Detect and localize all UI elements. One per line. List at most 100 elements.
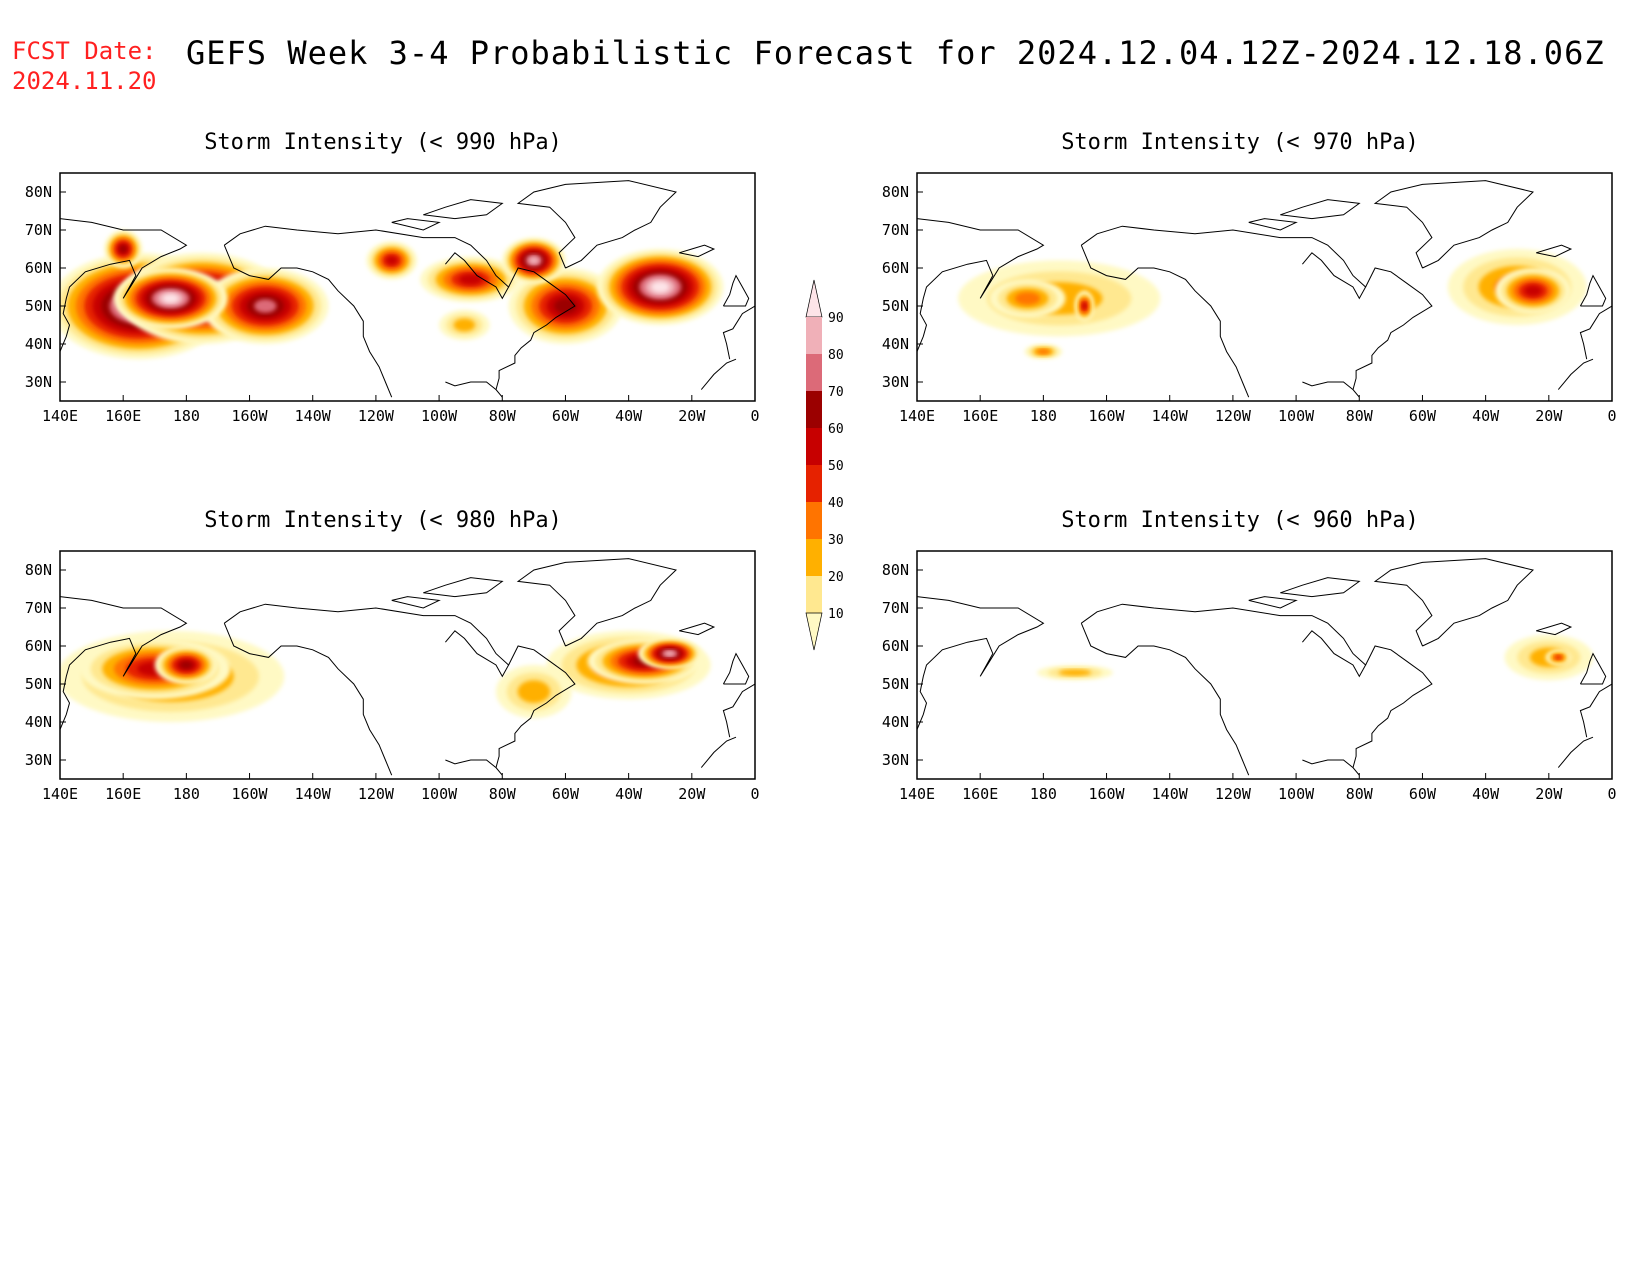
lon-tick-label: 40W: [615, 407, 643, 425]
lon-tick-label: 20W: [1535, 785, 1563, 803]
lat-tick-label: 40N: [882, 713, 909, 731]
lon-tick-label: 100W: [1278, 785, 1315, 803]
coastline: [722, 683, 755, 738]
lon-tick-label: 20W: [678, 785, 706, 803]
probability-area: [517, 680, 551, 703]
lon-tick-label: 60W: [1409, 407, 1437, 425]
coastline: [1081, 603, 1367, 678]
coastline: [1373, 180, 1535, 269]
coastline: [1080, 623, 1250, 776]
legend-level-label: 30: [828, 533, 844, 548]
coastline: [495, 267, 576, 398]
probability-area: [1014, 292, 1041, 305]
coastline: [516, 180, 678, 269]
coastline: [224, 603, 510, 678]
coastline: [722, 652, 750, 685]
lon-tick-label: 160W: [1088, 785, 1125, 803]
probability-area: [1037, 349, 1050, 355]
lat-tick-label: 80N: [25, 183, 52, 201]
map-panel-990: 140E 160E 180 160W 140W 120W 100W 80W 60W 40W 20W 0…: [25, 172, 760, 425]
probability-area: [453, 318, 476, 332]
probability-area: [162, 294, 179, 303]
lon-tick-label: 40W: [1472, 785, 1500, 803]
legend-level-label: 50: [828, 459, 844, 474]
coastline: [423, 577, 504, 598]
lon-tick-label: 120W: [1215, 785, 1252, 803]
lat-tick-label: 80N: [882, 561, 909, 579]
coastline: [223, 245, 393, 398]
lat-tick-label: 70N: [882, 221, 909, 239]
probability-area: [664, 651, 675, 656]
map-panel-980: 140E 160E 180 160W 140W 120W 100W 80W 60W 40W 20W 0…: [25, 550, 760, 803]
probability-area: [1524, 285, 1542, 297]
lon-tick-label: 140W: [1152, 407, 1189, 425]
lon-tick-label: 140E: [899, 407, 935, 425]
coastline: [722, 305, 755, 360]
lon-tick-label: 0: [1607, 785, 1616, 803]
lon-tick-label: 180: [173, 407, 200, 425]
coastline: [1579, 683, 1612, 738]
lat-tick-label: 30N: [25, 751, 52, 769]
map-panel-960: 140E 160E 180 160W 140W 120W 100W 80W 60W 40W 20W 0…: [882, 550, 1617, 803]
lon-tick-label: 100W: [421, 785, 458, 803]
forecast-date-label: FCST Date:: [12, 37, 157, 65]
lon-tick-label: 160E: [962, 407, 998, 425]
lon-tick-label: 80W: [489, 407, 517, 425]
coastline: [679, 622, 716, 636]
lon-tick-label: 60W: [552, 407, 580, 425]
lon-tick-label: 160E: [962, 785, 998, 803]
lat-tick-label: 30N: [25, 373, 52, 391]
lat-tick-label: 70N: [25, 221, 52, 239]
lon-tick-label: 80W: [489, 785, 517, 803]
coastline: [917, 218, 1045, 352]
lat-tick-label: 40N: [25, 713, 52, 731]
lon-tick-label: 20W: [678, 407, 706, 425]
lon-tick-label: 60W: [1409, 785, 1437, 803]
coastline: [722, 274, 750, 307]
lon-tick-label: 20W: [1535, 407, 1563, 425]
map-frame: [59, 172, 756, 402]
lon-tick-label: 180: [1030, 785, 1057, 803]
lon-tick-label: 140E: [42, 785, 78, 803]
lat-tick-label: 80N: [25, 561, 52, 579]
map-panel-970: 140E 160E 180 160W 140W 120W 100W 80W 60W 40W 20W 0…: [882, 172, 1617, 425]
lat-tick-label: 40N: [25, 335, 52, 353]
lon-tick-label: 160E: [105, 785, 141, 803]
coastline: [1352, 267, 1433, 398]
lat-tick-label: 50N: [25, 675, 52, 693]
coastline: [516, 558, 678, 647]
lon-tick-label: 140W: [295, 785, 332, 803]
coastline: [1302, 381, 1354, 390]
lat-tick-label: 70N: [882, 599, 909, 617]
coastline: [700, 358, 737, 390]
probability-area: [651, 281, 670, 293]
coastline: [1352, 645, 1433, 776]
coastline: [223, 623, 393, 776]
lat-tick-label: 50N: [882, 675, 909, 693]
page-title: GEFS Week 3-4 Probabilistic Forecast for…: [186, 34, 1605, 72]
lon-tick-label: 160W: [231, 785, 268, 803]
lat-tick-label: 60N: [882, 637, 909, 655]
legend-swatch: [806, 502, 822, 539]
coastline: [1280, 199, 1361, 220]
probability-area: [528, 256, 539, 264]
coastline: [1536, 244, 1573, 258]
lat-tick-label: 60N: [25, 259, 52, 277]
lon-tick-label: 100W: [1278, 407, 1315, 425]
probability-area: [459, 274, 483, 285]
lat-tick-label: 50N: [25, 297, 52, 315]
probability-area: [1058, 669, 1092, 676]
legend-level-label: 90: [828, 311, 844, 326]
coastline: [1373, 558, 1535, 647]
legend-swatch: [806, 317, 822, 354]
coastline: [1248, 596, 1298, 609]
lon-tick-label: 140E: [42, 407, 78, 425]
coastline: [1579, 652, 1607, 685]
lon-tick-label: 160E: [105, 407, 141, 425]
legend-level-label: 80: [828, 348, 844, 363]
coastline: [445, 759, 497, 768]
coastline: [1280, 577, 1361, 598]
coastline: [1302, 759, 1354, 768]
lon-tick-label: 120W: [1215, 407, 1252, 425]
probability-area: [1554, 655, 1562, 660]
